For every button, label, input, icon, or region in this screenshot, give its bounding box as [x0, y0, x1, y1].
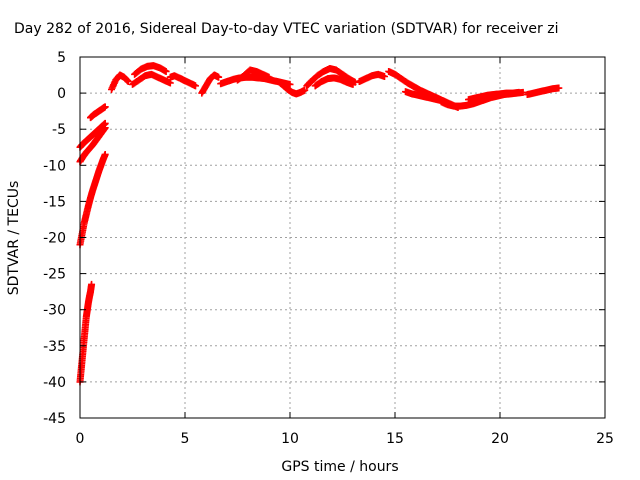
- y-tick-label-9: 0: [57, 86, 66, 102]
- chart-title: Day 282 of 2016, Sidereal Day-to-day VTE…: [14, 21, 558, 37]
- x-tick-label-1: 5: [181, 431, 190, 447]
- x-tick-label-4: 20: [491, 431, 509, 447]
- data-point-515: [265, 73, 273, 81]
- data-point-66: [88, 280, 96, 288]
- axis-ticks: 0 5 10 15 20 25 -45 -40 -35 -30 -25 -20 -15 -10 -5 0 5: [43, 50, 614, 447]
- data-point-237: [101, 119, 109, 127]
- x-tick-label-0: 0: [76, 431, 85, 447]
- data-point-552: [301, 86, 309, 94]
- data-point-484: [286, 80, 294, 88]
- data-point-663: [381, 72, 388, 80]
- data-point-392: [192, 82, 199, 90]
- data-point-895: [515, 88, 523, 96]
- data-point-417: [215, 73, 223, 81]
- data-point-361: [162, 67, 170, 75]
- x-tick-label-5: 25: [596, 431, 614, 447]
- data-point-268: [101, 103, 109, 111]
- y-tick-label-5: -20: [43, 231, 66, 247]
- x-tick-label-2: 10: [281, 431, 299, 447]
- y-tick-label-7: -10: [43, 158, 66, 174]
- y-tick-label-1: -40: [43, 375, 66, 391]
- y-tick-label-8: -5: [52, 122, 66, 138]
- x-tick-label-3: 15: [386, 431, 404, 447]
- y-tick-label-0: -45: [43, 411, 66, 427]
- y-tick-label-10: 5: [57, 50, 66, 66]
- data-points: [76, 62, 563, 386]
- grid: [80, 57, 605, 418]
- y-tick-label-6: -15: [43, 194, 66, 210]
- data-point-139: [101, 150, 109, 158]
- data-point-926: [555, 84, 563, 92]
- y-tick-label-2: -35: [43, 339, 66, 355]
- x-axis-label: GPS time / hours: [281, 459, 398, 475]
- y-tick-label-3: -30: [43, 303, 66, 319]
- data-point-638: [349, 80, 357, 88]
- y-tick-label-4: -25: [43, 267, 66, 283]
- y-axis-label: SDTVAR / TECUs: [6, 181, 22, 296]
- data-point-293: [124, 78, 132, 86]
